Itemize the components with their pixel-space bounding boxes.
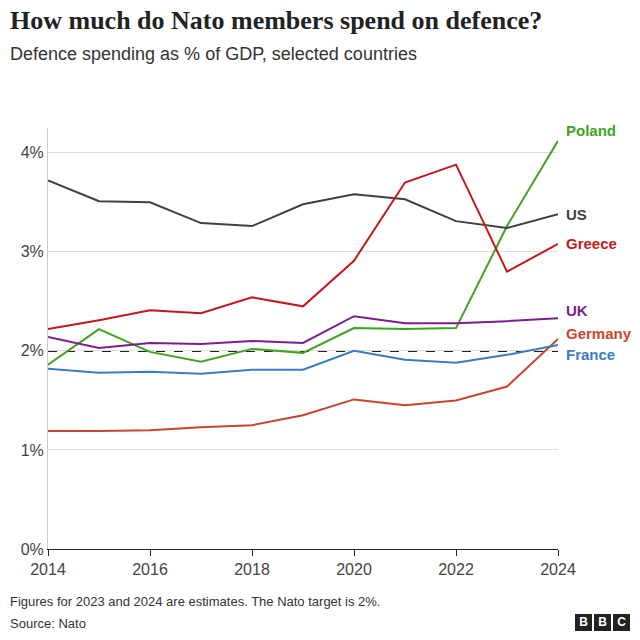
svg-text:2020: 2020: [336, 561, 372, 578]
html-text:How much do Nato members spend: How much do Nato members spend on defenc…: [10, 6, 543, 35]
html-text:Source: Nato: Source: Nato: [10, 616, 86, 631]
svg-text:2022: 2022: [438, 561, 474, 578]
svg-text:Germany: Germany: [566, 325, 632, 342]
svg-text:2024: 2024: [540, 561, 576, 578]
svg-text:US: US: [566, 206, 587, 223]
html-text:Figures for 2023 and 2024 are: Figures for 2023 and 2024 are estimates.…: [10, 594, 381, 609]
svg-text:1%: 1%: [21, 442, 44, 459]
svg-text:2%: 2%: [21, 342, 44, 359]
svg-text:4%: 4%: [21, 144, 44, 161]
svg-text:0%: 0%: [21, 541, 44, 558]
svg-text:2016: 2016: [132, 561, 168, 578]
svg-text:Greece: Greece: [566, 235, 617, 252]
html-text:B: B: [598, 615, 607, 629]
html-text:C: C: [617, 615, 626, 629]
svg-text:UK: UK: [566, 302, 588, 319]
svg-text:2018: 2018: [234, 561, 270, 578]
html-text:Defence spending as % of GDP,: Defence spending as % of GDP, selected c…: [10, 44, 417, 64]
svg-text:France: France: [566, 346, 615, 363]
html-text:B: B: [579, 615, 588, 629]
svg-text:3%: 3%: [21, 243, 44, 260]
svg-text:2014: 2014: [30, 561, 66, 578]
svg-text:Poland: Poland: [566, 122, 616, 139]
